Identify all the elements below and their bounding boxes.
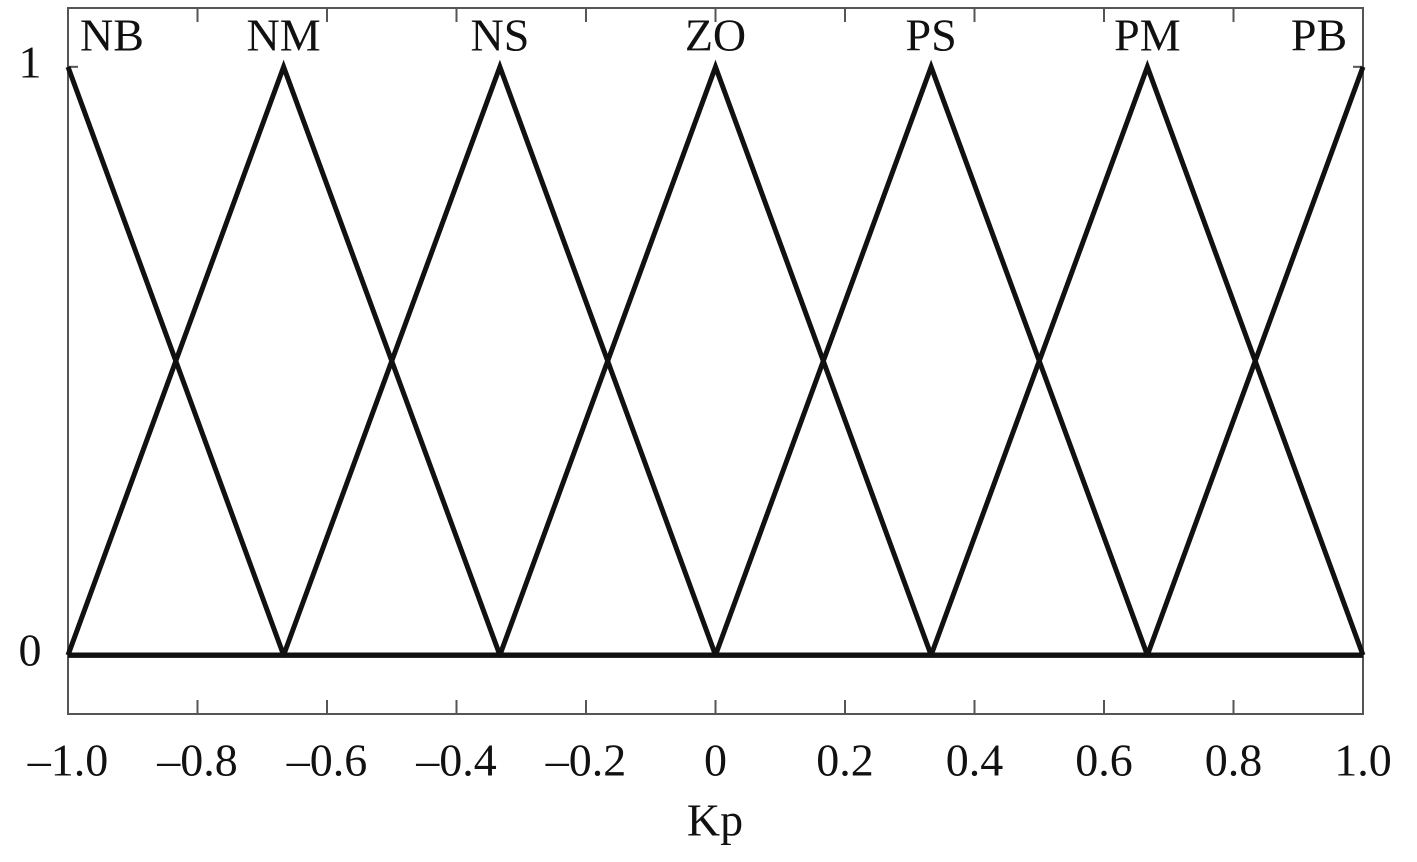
membership-line	[68, 59, 1363, 658]
x-tick-label: –0.6	[286, 735, 368, 786]
membership-line	[68, 59, 1363, 658]
membership-line	[65, 65, 1363, 658]
membership-line	[68, 65, 1366, 658]
x-tick-label: 0.6	[1075, 735, 1133, 786]
membership-line	[65, 59, 1363, 658]
x-tick-label: –1.0	[27, 735, 109, 786]
x-tick-label: 0.8	[1205, 735, 1263, 786]
series-label: NM	[247, 10, 321, 61]
series-label: ZO	[685, 10, 746, 61]
x-tick-label: 1.0	[1334, 735, 1392, 786]
x-tick-label: 0.2	[816, 735, 874, 786]
x-tick-label: –0.4	[415, 735, 497, 786]
x-tick-label: –0.2	[545, 735, 627, 786]
series-label: PM	[1114, 10, 1180, 61]
x-tick-label: 0.4	[946, 735, 1004, 786]
series-label: NS	[470, 10, 529, 61]
membership-line	[68, 59, 1366, 658]
series-label: PB	[1291, 10, 1347, 61]
membership-line	[68, 59, 1363, 658]
x-tick-label: 0	[704, 735, 727, 786]
series-label: NB	[80, 10, 144, 61]
plot-frame	[67, 7, 1364, 715]
x-axis-label: Kp	[687, 795, 743, 846]
series-label: PS	[906, 10, 957, 61]
y-tick-label: 1	[19, 36, 42, 87]
y-tick-label: 0	[19, 625, 42, 676]
x-tick-label: –0.8	[156, 735, 238, 786]
